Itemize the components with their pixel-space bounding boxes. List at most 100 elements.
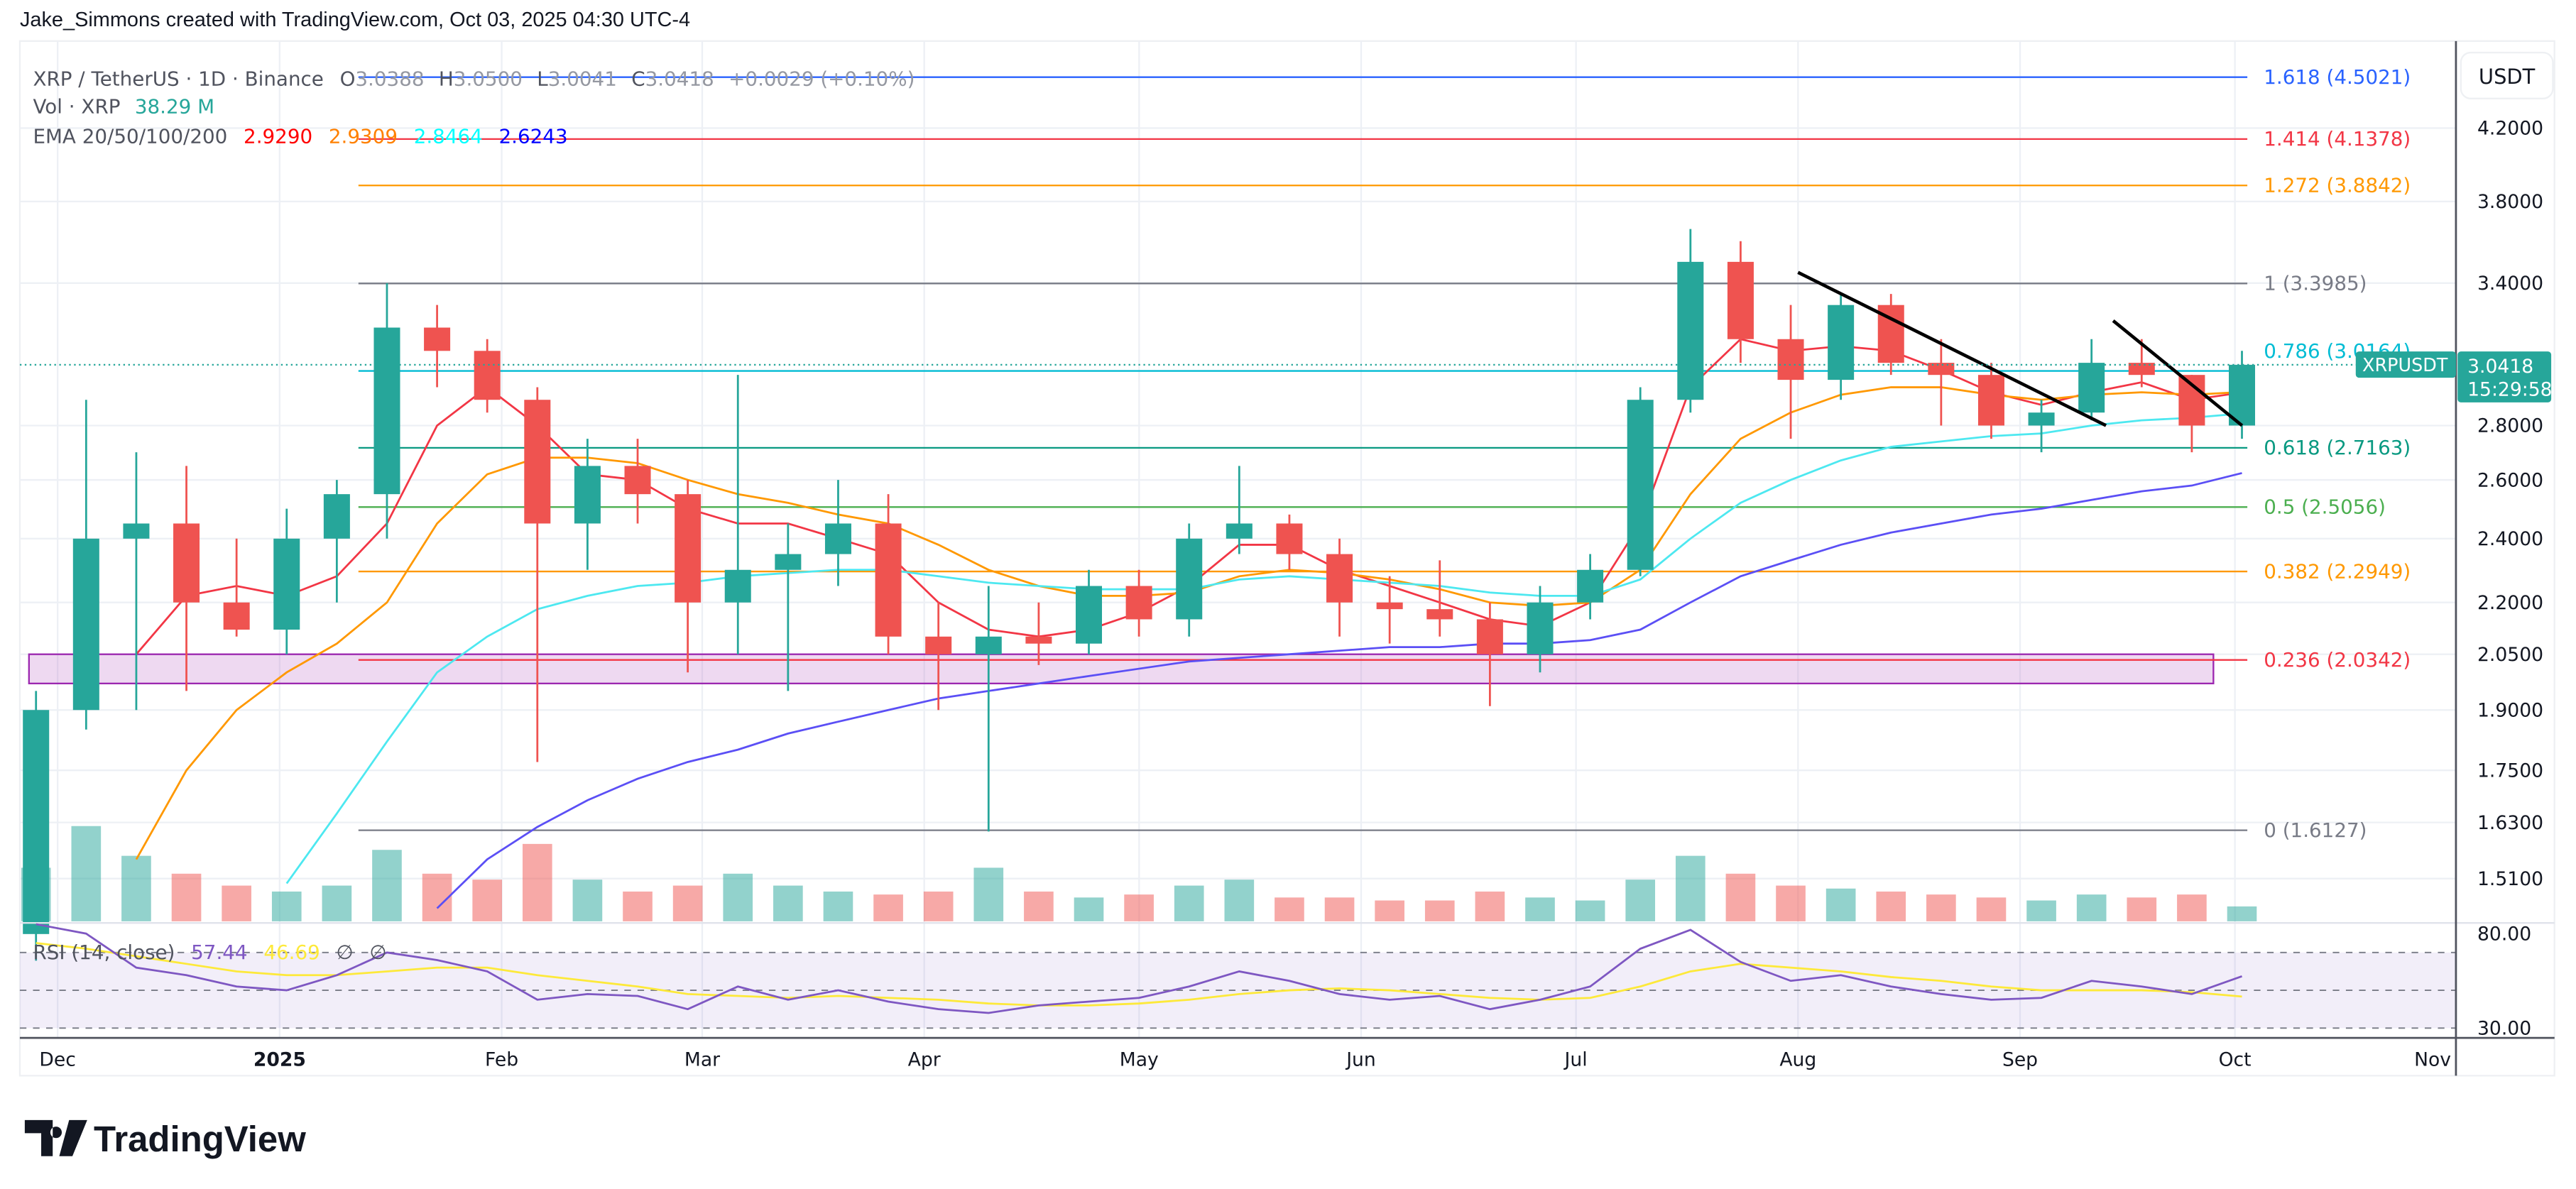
- fib-label: 1.272 (3.8842): [2264, 173, 2411, 197]
- fibonacci-levels[interactable]: 1.618 (4.5021) 1.414 (4.1378) 1.272 (3.884…: [358, 65, 2411, 842]
- candle-body: [1777, 339, 1804, 380]
- fib-label: 1 (3.3985): [2264, 272, 2367, 295]
- candle-body: [223, 602, 250, 630]
- volume-bar: [1926, 894, 1956, 921]
- candle: [1326, 538, 1353, 637]
- candle: [675, 480, 702, 673]
- candle-body: [1627, 400, 1654, 570]
- volume-bar: [1024, 891, 1054, 921]
- volume-bar: [672, 885, 703, 921]
- candle-body: [1476, 619, 1503, 654]
- volume-bar: [1876, 891, 1906, 921]
- rsi-legend[interactable]: RSI (14, close) 57.44 46.69 ∅ ∅: [33, 941, 386, 964]
- candle-body: [724, 569, 751, 603]
- time-tick-label: Nov: [2414, 1048, 2451, 1070]
- volume-bar: [973, 867, 1004, 921]
- candle: [1928, 339, 1955, 426]
- currency-button[interactable]: [2460, 51, 2554, 99]
- support-zone[interactable]: [28, 653, 2215, 684]
- price-tick-label: 2.8000: [2477, 415, 2543, 437]
- candle-body: [824, 523, 851, 554]
- rsi-axis[interactable]: 80.00 30.00: [2477, 923, 2531, 1039]
- rsi-ma-line: [36, 942, 2242, 1007]
- candle: [2028, 400, 2055, 453]
- candle: [474, 339, 501, 413]
- rsi-tick-label: 80.00: [2477, 923, 2531, 945]
- trendline: [2112, 319, 2244, 427]
- candle-body: [1176, 538, 1203, 620]
- volume-bar: [773, 885, 803, 921]
- volume-legend[interactable]: Vol · XRP 38.29 M: [33, 95, 214, 119]
- volume-bar: [222, 885, 251, 921]
- price-axis[interactable]: 4.2000 3.8000 3.4000 2.8000 2.6000 2.4000 2.20…: [2477, 118, 2543, 890]
- candle-body: [1025, 636, 1052, 644]
- price-tick-label: 4.2000: [2477, 118, 2543, 140]
- trendlines[interactable]: [1797, 270, 2244, 427]
- volume-bar: [1525, 897, 1555, 921]
- candle: [72, 400, 99, 730]
- time-tick-label: Apr: [908, 1048, 941, 1070]
- symbol-tag-text: XRPUSDT: [2362, 354, 2448, 376]
- candle: [1025, 602, 1052, 665]
- candle: [424, 305, 451, 388]
- candle: [1828, 294, 1855, 400]
- price-tick-label: 1.7500: [2477, 760, 2543, 782]
- candle-body: [1226, 523, 1252, 539]
- candle: [624, 439, 651, 524]
- ema-legend[interactable]: EMA 20/50/100/200 2.9290 2.9309 2.8464 2…: [33, 124, 567, 148]
- volume-bar: [322, 885, 352, 921]
- candle-body: [1376, 602, 1403, 610]
- candle-body: [123, 523, 150, 539]
- candle-body: [474, 351, 501, 400]
- volume-bar: [1475, 891, 1505, 921]
- candle: [1677, 229, 1704, 413]
- candle: [1125, 569, 1152, 637]
- candle: [724, 375, 751, 654]
- volume-bar: [372, 850, 402, 921]
- candle: [1426, 560, 1453, 637]
- logo-text: TradingView: [94, 1119, 306, 1159]
- tradingview-logo[interactable]: TradingView: [24, 1119, 306, 1159]
- price-tag: [2457, 351, 2552, 402]
- candle: [524, 387, 551, 762]
- candle-body: [1326, 554, 1353, 603]
- tradingview-logo-icon: [24, 1119, 87, 1156]
- candle: [323, 480, 350, 603]
- time-axis[interactable]: Dec 2025 Feb Mar Apr May Jun Jul Aug Sep Oct Nov: [39, 1048, 2451, 1070]
- candle: [574, 439, 601, 570]
- ohlc-legend: XRP / TetherUS · 1D · Binance O3.0388 H3…: [33, 67, 915, 90]
- time-tick-label: Jul: [1563, 1048, 1588, 1070]
- candle-body: [975, 636, 1002, 654]
- symbol-title[interactable]: XRP / TetherUS · 1D · Binance: [33, 67, 323, 90]
- price-tick-label: 2.0500: [2477, 644, 2543, 666]
- volume-bar: [1174, 885, 1204, 921]
- volume-bar: [723, 873, 753, 921]
- candle-body: [1677, 261, 1704, 400]
- volume-bar: [472, 880, 503, 921]
- candle-body: [1828, 305, 1855, 380]
- candle-body: [1426, 609, 1453, 620]
- candles: [23, 229, 2256, 961]
- candle-body: [1577, 569, 1604, 603]
- price-tick-label: 3.4000: [2477, 273, 2543, 295]
- candle: [1977, 363, 2004, 439]
- volume-bar: [1825, 888, 1856, 921]
- volume-bar: [2076, 894, 2107, 921]
- candle: [273, 508, 300, 654]
- price-tick-label: 3.8000: [2477, 191, 2543, 213]
- price-tick-label: 1.5100: [2477, 868, 2543, 890]
- volume-bar: [1725, 873, 1756, 921]
- candle-body: [524, 400, 551, 524]
- legend: XRP / TetherUS · 1D · Binance O3.0388 H3…: [33, 67, 915, 964]
- candle-body: [2128, 363, 2155, 376]
- credit-text: Jake_Simmons created with TradingView.co…: [20, 9, 690, 31]
- symbol-tag: [2355, 351, 2456, 378]
- ema-100-line: [285, 412, 2242, 884]
- candle: [1226, 466, 1252, 554]
- volume-bar: [2026, 900, 2056, 921]
- time-tick-label: Mar: [684, 1048, 720, 1070]
- candle: [1777, 305, 1804, 439]
- volume-bars: [21, 826, 2257, 921]
- volume-bar: [823, 891, 853, 921]
